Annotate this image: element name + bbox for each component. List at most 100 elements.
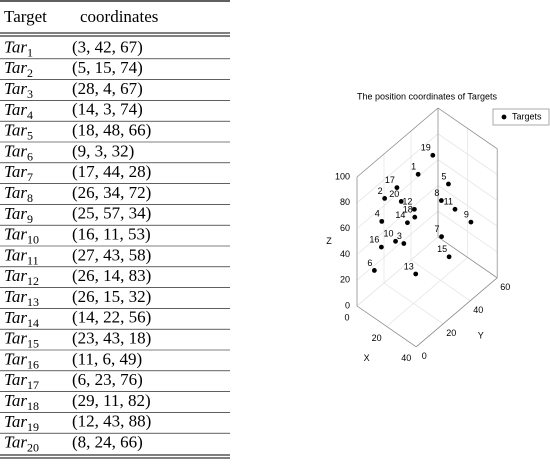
point [405, 220, 410, 226]
point [438, 198, 444, 203]
point-label: 9 [464, 209, 469, 219]
point-label: 5 [441, 171, 446, 181]
coords-cell: (18, 48, 66) [72, 121, 151, 140]
x-tick-label: 20 [372, 333, 382, 343]
coords-cell: (3, 42, 67) [72, 37, 143, 56]
z-tick-label: 60 [340, 223, 350, 233]
target-cell: Tar12 [4, 266, 39, 288]
point [412, 214, 418, 220]
coords-cell: (25, 57, 34) [72, 204, 151, 223]
point-label: 8 [434, 188, 439, 198]
target-subscript: 18 [27, 399, 39, 413]
coords-cell: (16, 11, 53) [72, 225, 151, 244]
point-label: 17 [385, 175, 395, 185]
z-axis-label: Z [326, 236, 332, 246]
target-name: Tar [4, 204, 27, 223]
target-name: Tar [4, 287, 27, 306]
target-cell: Tar19 [4, 412, 39, 434]
point [382, 195, 388, 201]
z-tick-label: 40 [340, 249, 350, 259]
target-cell: Tar18 [4, 391, 39, 413]
target-cell: Tar11 [4, 245, 39, 267]
target-name: Tar [4, 225, 27, 244]
point-label: 15 [437, 244, 447, 254]
point [394, 185, 400, 191]
coords-cell: (12, 43, 88) [72, 412, 151, 431]
x-tick-label: 0 [344, 312, 349, 322]
x-tick-label: 40 [401, 353, 411, 363]
point-label: 19 [421, 143, 431, 153]
target-name: Tar [4, 100, 27, 119]
z-tick-label: 100 [335, 171, 350, 181]
target-cell: Tar6 [4, 141, 33, 163]
target-subscript: 17 [27, 378, 39, 392]
coords-cell: (26, 34, 72) [72, 183, 151, 202]
target-subscript: 5 [27, 128, 33, 142]
grid-line [356, 159, 439, 229]
point-label: 3 [397, 231, 402, 241]
point [401, 241, 407, 246]
target-name: Tar [4, 370, 27, 389]
target-subscript: 7 [27, 170, 33, 184]
target-subscript: 3 [27, 87, 33, 101]
target-subscript: 1 [27, 45, 33, 59]
y-tick-label: 60 [500, 282, 510, 292]
target-cell: Tar17 [4, 370, 39, 392]
header-cell: Target [4, 7, 47, 26]
target-name: Tar [4, 58, 27, 77]
target-subscript: 10 [27, 232, 39, 246]
target-cell: Tar1 [4, 37, 33, 59]
axis-line [356, 305, 417, 348]
grid-line [356, 210, 439, 281]
coords-cell: (14, 22, 56) [72, 308, 151, 327]
target-cell: Tar10 [4, 225, 39, 247]
target-subscript: 12 [27, 274, 39, 288]
y-tick-label: 0 [422, 351, 427, 361]
target-name: Tar [4, 266, 27, 285]
grid-line [356, 236, 439, 307]
axis-line [437, 107, 498, 150]
chart: The position coordinates of Targets 0 20 40… [326, 91, 550, 363]
coords-cell: (26, 15, 32) [72, 287, 151, 306]
target-name: Tar [4, 245, 27, 264]
axis-line [356, 107, 439, 178]
point [430, 152, 436, 158]
point-label: 1 [411, 162, 416, 172]
target-cell: Tar13 [4, 287, 39, 309]
target-name: Tar [4, 79, 27, 98]
chart-title: The position coordinates of Targets [357, 91, 497, 101]
target-subscript: 8 [27, 191, 33, 205]
target-subscript: 14 [27, 316, 39, 330]
y-axis-label: Y [478, 331, 484, 341]
point-label: 18 [403, 205, 413, 215]
legend-label: Targets [512, 111, 542, 121]
y-tick-label: 40 [473, 305, 483, 315]
point [439, 234, 444, 240]
target-cell: Tar9 [4, 204, 33, 226]
target-name: Tar [4, 412, 27, 431]
coords-cell: (29, 11, 82) [72, 391, 151, 410]
coords-cell: (9, 3, 32) [72, 141, 134, 160]
target-name: Tar [4, 349, 27, 368]
target-cell: Tar16 [4, 349, 39, 371]
grid-line [356, 185, 439, 255]
coords-cell: (14, 3, 74) [72, 100, 143, 119]
target-subscript: 2 [27, 66, 33, 80]
header-cell: coordinates [80, 7, 158, 26]
point-label: 6 [367, 258, 372, 268]
target-cell: Tar15 [4, 329, 39, 351]
target-cell: Tar5 [4, 121, 33, 143]
target-subscript: 9 [27, 212, 33, 226]
target-cell: Tar14 [4, 308, 39, 330]
point [413, 271, 419, 277]
point [446, 254, 452, 260]
target-subscript: 20 [27, 440, 39, 454]
point-label: 7 [435, 224, 440, 234]
coords-cell: (27, 43, 58) [72, 245, 151, 264]
target-cell: Tar3 [4, 79, 33, 101]
point [398, 199, 404, 204]
point-label: 10 [384, 229, 394, 239]
coords-cell: (23, 43, 18) [72, 329, 151, 348]
